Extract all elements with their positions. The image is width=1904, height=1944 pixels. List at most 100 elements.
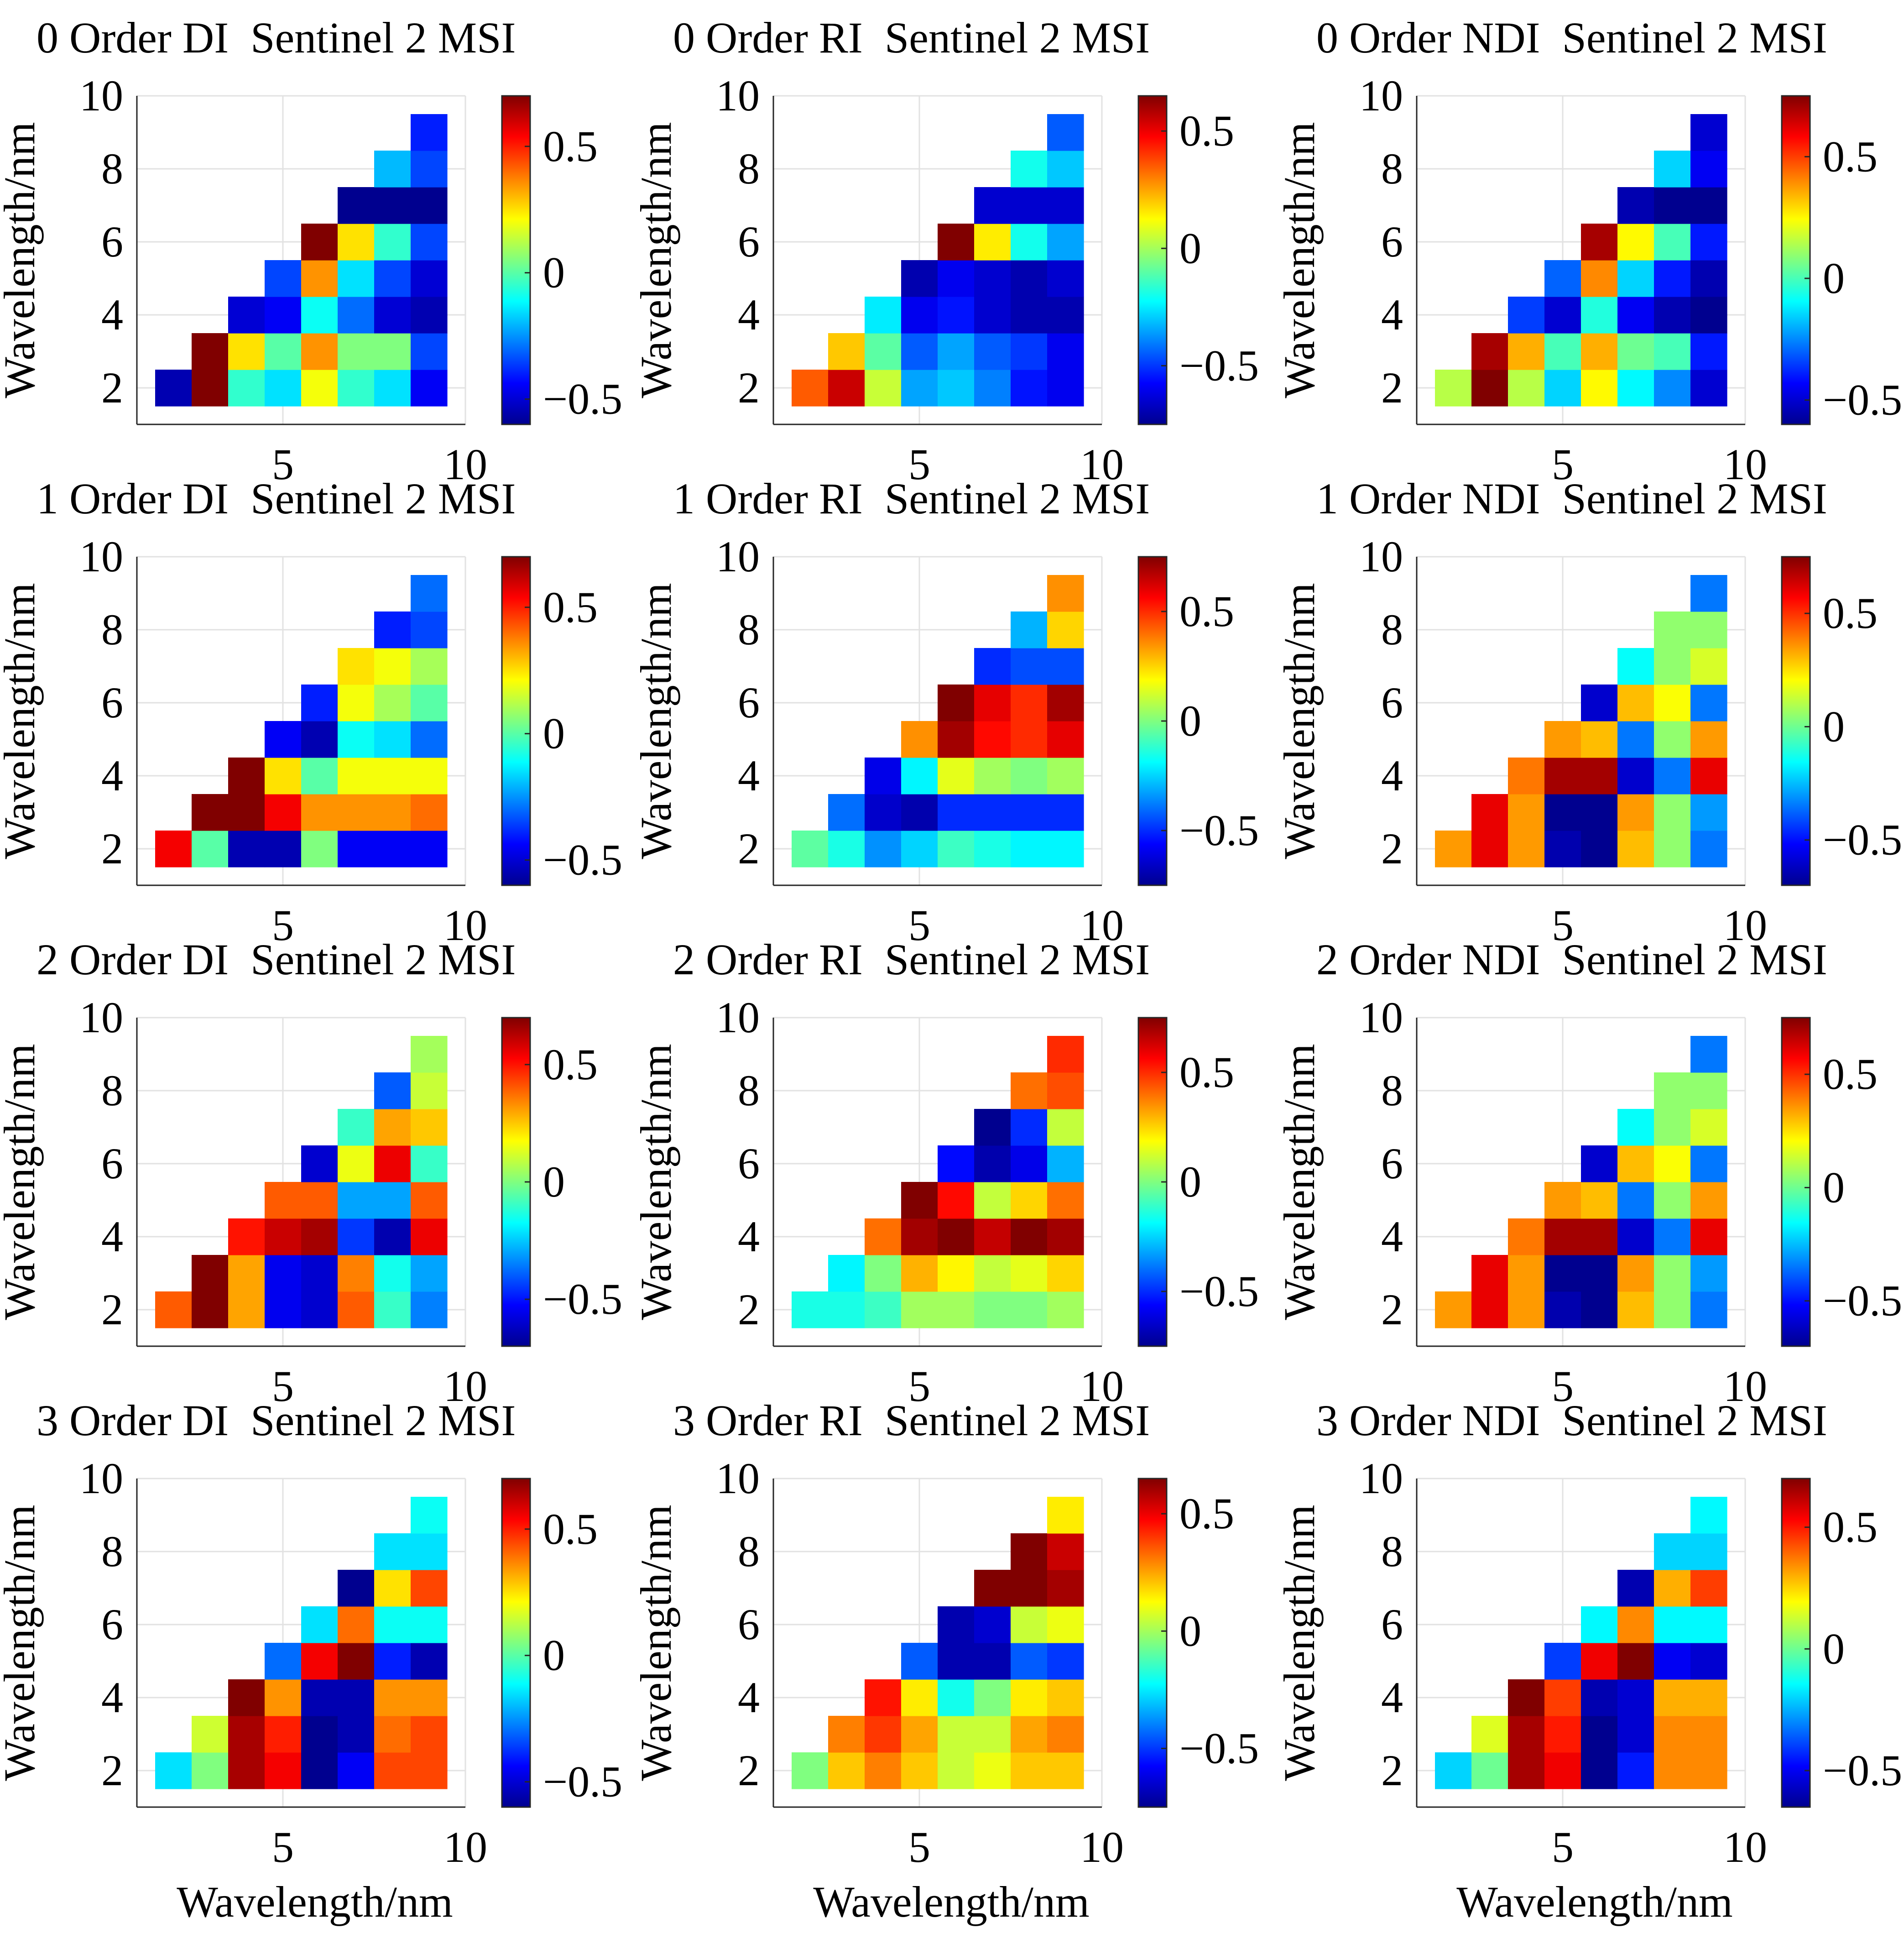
heatmap-cell [1047, 648, 1084, 685]
heatmap-cell [865, 1752, 902, 1789]
heatmap-cell [901, 831, 938, 867]
y-tick-label: 8 [101, 1066, 123, 1115]
heatmap-cell [265, 1679, 302, 1716]
heatmap-cell [1654, 1533, 1691, 1570]
heatmap-cell [411, 648, 448, 685]
y-axis-label: Wavelength/nm [0, 1044, 44, 1320]
heatmap-cell [974, 1606, 1011, 1643]
heatmap-cell [1654, 297, 1691, 334]
heatmap-cell [1654, 187, 1691, 224]
heatmap-cell [338, 1145, 375, 1182]
y-tick-label: 6 [1381, 217, 1403, 266]
heatmap-cell [228, 1255, 265, 1292]
y-axis-label: Wavelength/nm [0, 583, 44, 859]
y-axis-label: Wavelength/nm [1275, 1505, 1324, 1781]
x-tick-label: 5 [272, 1362, 294, 1411]
heatmap-cell [1047, 114, 1084, 151]
heatmap-cell [1654, 1752, 1691, 1789]
y-tick-label: 10 [1359, 1454, 1403, 1503]
y-axis-label: Wavelength/nm [0, 122, 44, 398]
heatmap-cell [1581, 1716, 1618, 1753]
y-tick-label: 10 [716, 71, 760, 120]
y-tick-label: 4 [738, 1212, 760, 1261]
heatmap-cell [411, 114, 448, 151]
heatmap-cell [1047, 1497, 1084, 1534]
heatmap-cell [1011, 721, 1048, 758]
heatmap-cell [865, 758, 902, 794]
heatmap-cell [155, 831, 192, 867]
heatmap-cell [1581, 260, 1618, 297]
heatmap-cell [338, 1643, 375, 1680]
heatmap-cell [374, 1072, 411, 1109]
heatmap-cell [828, 831, 865, 867]
y-tick-label: 4 [738, 751, 760, 800]
heatmap-cell [938, 794, 975, 831]
y-tick-label: 2 [1381, 824, 1403, 873]
colorbar-tick-label: 0 [543, 248, 565, 297]
heatmap-cell [1654, 370, 1691, 407]
y-tick-label: 6 [738, 217, 760, 266]
heatmap-cell [1047, 575, 1084, 612]
colorbar [1137, 1478, 1168, 1808]
heatmap-cell [1011, 1752, 1048, 1789]
heatmap-cell [411, 1570, 448, 1607]
panel-title: 3 Order DI Sentinel 2 MSI [37, 1396, 516, 1445]
heatmap-cell [828, 1752, 865, 1789]
x-tick-label: 10 [1080, 440, 1124, 489]
heatmap-cell [1047, 611, 1084, 648]
heatmap-cell [1011, 1643, 1048, 1680]
colorbar-tick-label: 0 [1823, 1163, 1845, 1212]
heatmap-cell [265, 370, 302, 407]
heatmap-cell [338, 1679, 375, 1716]
heatmap-cell [938, 1752, 975, 1789]
heatmap-cell [1047, 1752, 1084, 1789]
heatmap-cell [938, 1643, 975, 1680]
colorbar [501, 95, 531, 425]
heatmap-panel: 0 Order DI Sentinel 2 MSI 2 4 6 8 10 5 10 Wavele… [0, 13, 622, 489]
y-tick-label: 6 [101, 217, 123, 266]
colorbar-tick-label: −0.5 [543, 375, 622, 423]
heatmap-cell [1544, 1255, 1581, 1292]
heatmap-cell [338, 1570, 375, 1607]
heatmap-cell [828, 1291, 865, 1328]
heatmap-cell [1544, 370, 1581, 407]
y-tick-label: 4 [1381, 1673, 1403, 1722]
colorbar-tick-label: 0.5 [1179, 1489, 1234, 1538]
heatmap-cell [1617, 1291, 1654, 1328]
colorbar-tick-label: 0.5 [1823, 1050, 1878, 1098]
heatmap-cell [301, 721, 338, 758]
y-tick-label: 4 [101, 290, 123, 339]
y-tick-label: 6 [101, 1139, 123, 1188]
heatmap-cell [1617, 260, 1654, 297]
heatmap-cell [411, 1072, 448, 1109]
colorbar-tick-label: −0.5 [1823, 815, 1902, 864]
heatmap-cell [974, 1218, 1011, 1255]
heatmap-cell [1654, 1679, 1691, 1716]
heatmap-cell [901, 794, 938, 831]
y-tick-label: 8 [1381, 1527, 1403, 1576]
heatmap-panel: 3 Order RI Sentinel 2 MSI 2 4 6 8 10 5 10 Wavele… [631, 1396, 1259, 1926]
x-tick-label: 5 [1552, 901, 1574, 950]
heatmap-cell [792, 1752, 829, 1789]
heatmap-cell [865, 794, 902, 831]
colorbar-tick-label: 0.5 [543, 1040, 598, 1089]
heatmap-cell [974, 1145, 1011, 1182]
heatmap-cell [192, 333, 229, 370]
heatmap-cell [265, 721, 302, 758]
heatmap-cell [192, 1291, 229, 1328]
heatmap-cell [265, 333, 302, 370]
heatmap-panel: 3 Order DI Sentinel 2 MSI 2 4 6 8 10 5 10 Wavele… [0, 1396, 622, 1926]
heatmap-cell [1690, 721, 1727, 758]
colorbar-tick-label: 0 [1179, 1157, 1201, 1206]
heatmap-cell [265, 1716, 302, 1753]
heatmap-cell [1011, 370, 1048, 407]
heatmap-cell [228, 1218, 265, 1255]
heatmap-cell [411, 721, 448, 758]
heatmap-cell [1508, 333, 1545, 370]
heatmap-cell [411, 685, 448, 721]
heatmap-cell [1471, 831, 1508, 867]
colorbar-tick-label: −0.5 [1179, 1724, 1259, 1772]
x-axis-label: Wavelength/nm [1456, 1877, 1732, 1926]
heatmap-cell [974, 370, 1011, 407]
y-tick-label: 2 [738, 824, 760, 873]
